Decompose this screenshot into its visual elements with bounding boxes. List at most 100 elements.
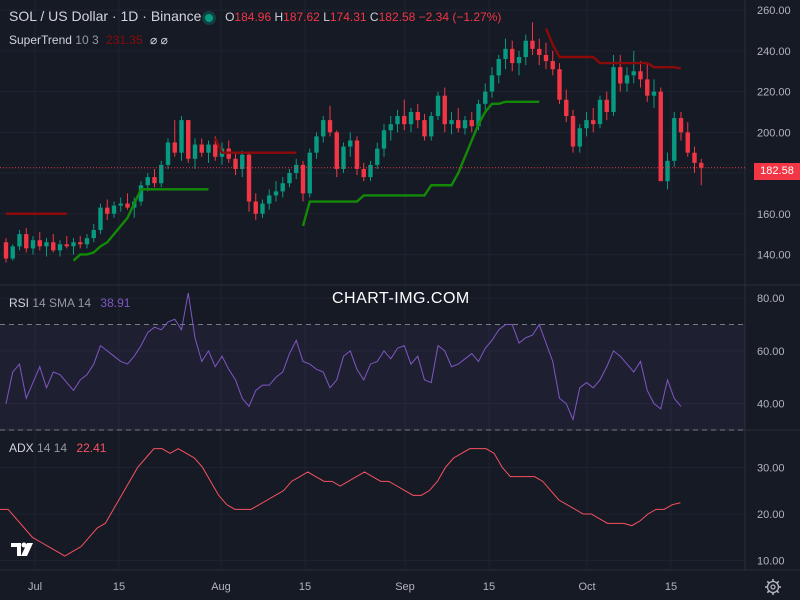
- candle: [51, 234, 56, 253]
- candle-body: [294, 164, 299, 174]
- open-value: 184.96: [234, 10, 272, 24]
- candle-body: [570, 116, 576, 147]
- candle: [361, 162, 366, 182]
- candle: [550, 50, 555, 76]
- candle: [530, 22, 535, 55]
- y-tick-label: 200.00: [757, 127, 791, 139]
- y-axis-labels[interactable]: 140.00160.00180.00200.00220.00240.00260.…: [757, 5, 791, 567]
- y-tick-label: 60.00: [757, 346, 785, 358]
- candle: [375, 142, 380, 169]
- candle: [118, 197, 123, 212]
- candle-body: [645, 79, 650, 96]
- candle: [469, 111, 474, 133]
- price-pane[interactable]: [0, 22, 745, 263]
- candle: [699, 158, 704, 186]
- hidden-icon[interactable]: ⌀: [150, 33, 158, 47]
- candle: [307, 148, 312, 198]
- last-price-tag: 182.58: [754, 163, 800, 180]
- supertrend-line: [6, 28, 682, 262]
- candle: [638, 61, 643, 88]
- rsi-pane[interactable]: [0, 292, 745, 431]
- high-value: 187.62: [283, 10, 320, 24]
- open-label: O: [225, 10, 235, 24]
- candle: [199, 138, 204, 157]
- candle: [422, 114, 427, 141]
- candle-body: [192, 144, 198, 159]
- supertrend-legend[interactable]: SuperTrend 10 3 231.35 ⌀ ⌀: [9, 33, 168, 47]
- candle: [624, 67, 630, 92]
- candle-body: [307, 152, 312, 194]
- candle-body: [213, 144, 218, 157]
- candle-body: [125, 203, 130, 208]
- candle-body: [591, 120, 596, 125]
- candle-body: [672, 118, 677, 161]
- x-axis-labels[interactable]: Jul 15 Aug 15 Sep 15 Oct 15: [28, 581, 677, 593]
- candle-body: [543, 54, 549, 62]
- adx-legend[interactable]: ADX 14 14 22.41: [9, 441, 106, 455]
- hidden-icon[interactable]: ⌀: [160, 33, 168, 47]
- candle-body: [98, 207, 103, 231]
- rsi-legend[interactable]: RSI 14 SMA 14 38.91: [9, 296, 130, 310]
- candle: [334, 130, 339, 178]
- candle: [618, 54, 623, 92]
- y-tick-label: 240.00: [757, 46, 791, 58]
- candle: [510, 40, 515, 72]
- candle: [172, 120, 177, 157]
- candle: [591, 107, 596, 133]
- candle-body: [638, 71, 643, 80]
- rsi-value: 38.91: [100, 296, 131, 310]
- candle: [192, 138, 198, 169]
- supertrend-params: 10 3: [75, 33, 99, 47]
- y-tick-label: 10.00: [757, 556, 785, 568]
- candle-body: [618, 67, 623, 84]
- candle-body: [456, 120, 461, 129]
- candle-body: [17, 234, 22, 247]
- tradingview-logo-icon[interactable]: [10, 540, 38, 560]
- supertrend-value: 231.35: [105, 33, 143, 47]
- candle: [280, 177, 285, 198]
- candle-body: [206, 144, 211, 153]
- candle-body: [348, 140, 353, 147]
- candle: [44, 238, 49, 257]
- grid-lines: [0, 0, 745, 570]
- symbol-title[interactable]: SOL / US Dollar · 1D · Binance: [9, 8, 202, 24]
- candle: [489, 67, 495, 98]
- candle-body: [624, 75, 630, 84]
- candle-body: [334, 132, 339, 169]
- candle-body: [84, 238, 90, 245]
- candle: [98, 203, 103, 235]
- candle-body: [388, 124, 393, 131]
- candle-body: [530, 40, 535, 49]
- candle-body: [469, 120, 474, 127]
- candle-body: [260, 203, 265, 214]
- candle: [462, 116, 468, 135]
- candle: [233, 152, 238, 176]
- candle: [64, 236, 69, 249]
- candle-body: [145, 177, 150, 186]
- rsi-band: [0, 324, 745, 430]
- settings-gear-icon[interactable]: [764, 578, 782, 596]
- candle-body: [422, 120, 427, 137]
- candle-body: [476, 103, 481, 127]
- x-tick-label: 15: [299, 581, 311, 593]
- adx-pane[interactable]: [0, 448, 681, 557]
- candle: [543, 42, 549, 70]
- candle-body: [64, 244, 69, 247]
- candle-body: [523, 40, 528, 57]
- candle: [267, 189, 272, 210]
- candle-body: [597, 99, 603, 125]
- candle-body: [300, 164, 306, 194]
- candle: [206, 140, 211, 163]
- candle-body: [631, 71, 636, 76]
- candle: [260, 199, 265, 218]
- candle: [611, 54, 616, 117]
- candle: [415, 103, 420, 129]
- market-status-icon: [205, 13, 214, 22]
- candle: [138, 181, 144, 206]
- candle-body: [354, 140, 360, 169]
- candle-body: [78, 242, 83, 245]
- y-tick-label: 20.00: [757, 509, 785, 521]
- candle: [449, 111, 454, 135]
- candle: [658, 87, 663, 182]
